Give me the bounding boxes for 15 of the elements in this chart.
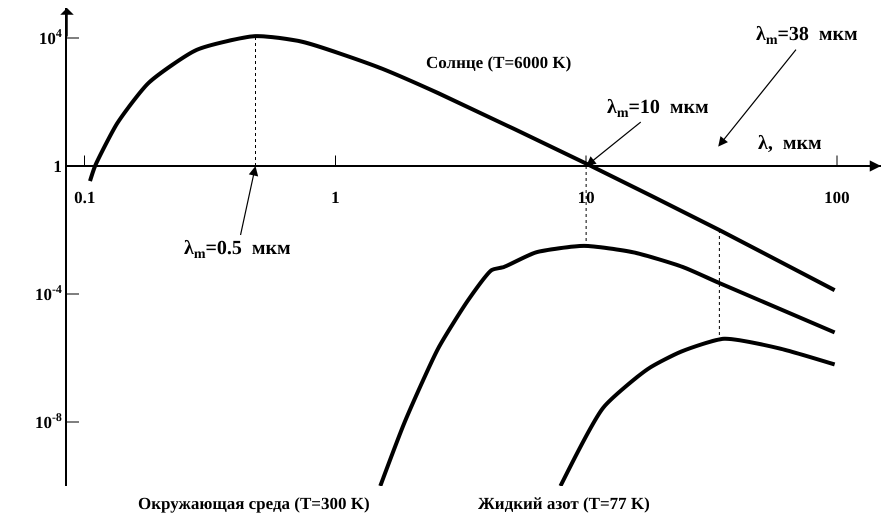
- y-tick-label: 10$^{4}$: [38, 26, 62, 48]
- x-axis-title: λ, мкм: [758, 132, 822, 154]
- annotation: λ$_{m}$=10 мкм: [607, 96, 709, 122]
- x-tick-label: 1: [331, 188, 340, 208]
- annotation: λ$_{m}$=0.5 мкм: [184, 237, 291, 262]
- y-tick-label: 1: [53, 156, 62, 176]
- x-tick-label: 10: [578, 188, 595, 208]
- y-tick-label: 10$^{-8}$: [34, 410, 62, 432]
- x-tick-label: 0.1: [74, 188, 96, 208]
- annotation: λ$_{m}$=38 мкм: [756, 23, 858, 48]
- text: Жидкий азот (T=77 K): [478, 494, 650, 513]
- y-tick-label: 10$^{-4}$: [34, 282, 62, 304]
- text: Окружающая среда (T=300 K): [138, 494, 370, 513]
- x-tick-label: 100: [824, 188, 850, 208]
- annotation: Солнце (T=6000 K): [426, 53, 572, 72]
